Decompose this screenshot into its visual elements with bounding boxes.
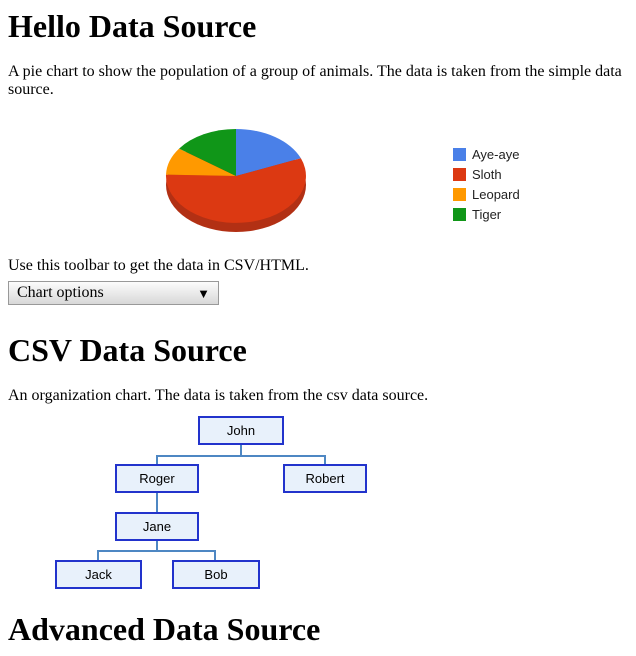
pie-chart-legend: Aye-aye Sloth Leopard Tiger xyxy=(453,144,520,224)
chart-options-label: Chart options xyxy=(17,284,104,301)
org-node-bob[interactable]: Bob xyxy=(172,560,260,589)
org-node-roger[interactable]: Roger xyxy=(115,464,199,493)
advanced-heading: Advanced Data Source xyxy=(8,611,321,647)
legend-item: Leopard xyxy=(453,184,520,204)
org-connector xyxy=(97,550,99,560)
org-node-jack[interactable]: Jack xyxy=(55,560,142,589)
org-chart: John Roger Robert Jane Jack Bob xyxy=(8,413,628,593)
org-node-john[interactable]: John xyxy=(198,416,284,445)
hello-heading: Hello Data Source xyxy=(8,8,257,44)
legend-item: Aye-aye xyxy=(453,144,520,164)
legend-label: Leopard xyxy=(472,186,520,202)
pie-chart-area: Aye-aye Sloth Leopard Tiger xyxy=(8,123,628,253)
legend-swatch xyxy=(453,147,466,161)
org-node-jane[interactable]: Jane xyxy=(115,512,199,541)
pie-chart xyxy=(165,128,306,232)
org-connector xyxy=(156,455,158,464)
org-connector xyxy=(97,550,216,552)
org-connector xyxy=(240,445,242,455)
org-connector xyxy=(324,455,326,464)
legend-item: Tiger xyxy=(453,204,520,224)
org-connector xyxy=(156,493,158,512)
dropdown-arrow-icon: ▼ xyxy=(197,285,210,301)
legend-label: Sloth xyxy=(472,166,502,182)
csv-description: An organization chart. The data is taken… xyxy=(8,387,429,404)
section-csv: CSV Data Source An organization chart. T… xyxy=(8,332,628,593)
csv-heading: CSV Data Source xyxy=(8,332,247,368)
section-advanced: Advanced Data Source xyxy=(8,611,628,648)
legend-swatch xyxy=(453,167,466,181)
org-connector xyxy=(156,455,326,457)
hello-description: A pie chart to show the population of a … xyxy=(8,63,622,98)
org-connector xyxy=(214,550,216,560)
section-hello: Hello Data Source A pie chart to show th… xyxy=(8,8,628,305)
legend-label: Aye-aye xyxy=(472,146,520,162)
org-connector xyxy=(156,541,158,551)
toolbar-hint: Use this toolbar to get the data in CSV/… xyxy=(8,257,309,274)
legend-swatch xyxy=(453,187,466,201)
legend-label: Tiger xyxy=(472,206,502,222)
legend-swatch xyxy=(453,207,466,221)
legend-item: Sloth xyxy=(453,164,520,184)
chart-options-dropdown[interactable]: Chart options ▼ xyxy=(8,281,219,305)
org-node-robert[interactable]: Robert xyxy=(283,464,367,493)
